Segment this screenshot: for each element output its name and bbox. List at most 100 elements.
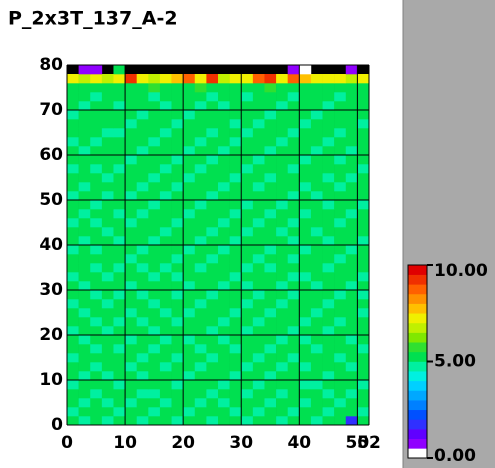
heatmap-cell xyxy=(334,290,347,300)
heatmap-cell xyxy=(322,74,335,84)
heatmap-cell xyxy=(113,209,126,219)
heatmap-cell xyxy=(334,272,347,282)
heatmap-cell xyxy=(67,200,79,210)
heatmap-cell xyxy=(101,335,114,345)
heatmap-cell xyxy=(229,290,242,300)
heatmap-cell xyxy=(148,362,161,372)
heatmap-cell xyxy=(194,398,207,408)
heatmap-cell xyxy=(252,389,265,399)
heatmap-cell xyxy=(206,146,219,156)
heatmap-cell xyxy=(241,227,254,237)
heatmap-cell xyxy=(218,92,230,102)
heatmap-cell xyxy=(299,83,312,93)
heatmap-cell xyxy=(357,74,370,84)
heatmap-cell xyxy=(334,173,347,183)
heatmap-cell xyxy=(183,335,196,345)
heatmap-cell xyxy=(345,362,358,372)
colorbar-band xyxy=(408,265,427,275)
colorbar-band xyxy=(408,274,427,285)
heatmap-cell xyxy=(218,398,230,408)
heatmap-cell xyxy=(322,299,335,309)
heatmap-cell xyxy=(171,137,184,147)
heatmap-cell xyxy=(67,128,79,138)
heatmap-cell xyxy=(357,389,370,399)
heatmap-cell xyxy=(148,128,161,138)
heatmap-cell xyxy=(101,398,114,408)
heatmap-cell xyxy=(136,74,149,84)
heatmap-cell xyxy=(357,263,370,273)
heatmap-cell xyxy=(194,101,207,111)
heatmap-cell xyxy=(194,182,207,192)
heatmap-cell xyxy=(357,299,370,309)
heatmap-cell xyxy=(357,110,370,120)
heatmap-cell xyxy=(136,101,149,111)
heatmap-cell xyxy=(252,227,265,237)
heatmap-cell xyxy=(229,362,242,372)
heatmap-cell xyxy=(276,317,288,327)
heatmap-cell xyxy=(229,389,242,399)
x-tick-label: 0 xyxy=(61,433,73,453)
colorbar-band xyxy=(408,409,427,420)
heatmap-cell xyxy=(101,254,114,264)
heatmap-cell xyxy=(334,218,347,228)
heatmap-cell xyxy=(183,119,196,129)
heatmap-cell xyxy=(90,272,103,282)
heatmap-cell xyxy=(241,317,254,327)
heatmap-cell xyxy=(276,137,288,147)
heatmap-cell xyxy=(345,407,358,417)
heatmap-cell xyxy=(125,317,137,327)
heatmap-cell xyxy=(345,389,358,399)
heatmap-cell xyxy=(252,191,265,201)
heatmap-cell xyxy=(241,164,254,174)
heatmap-cell xyxy=(218,137,230,147)
heatmap-cell xyxy=(183,128,196,138)
heatmap-cell xyxy=(218,173,230,183)
heatmap-cell xyxy=(171,335,184,345)
heatmap-cell xyxy=(310,272,323,282)
heatmap-cell xyxy=(159,245,172,255)
heatmap-cell xyxy=(159,137,172,147)
heatmap-cell xyxy=(101,308,114,318)
heatmap-cell xyxy=(287,137,300,147)
heatmap-cell xyxy=(310,398,323,408)
heatmap-cell xyxy=(78,245,91,255)
heatmap-cell xyxy=(299,101,312,111)
heatmap-cell xyxy=(194,317,207,327)
colorbar-band xyxy=(408,429,427,439)
heatmap-cell xyxy=(264,272,277,282)
heatmap-cell xyxy=(218,272,230,282)
heatmap-cell xyxy=(357,101,370,111)
heatmap-cell xyxy=(252,317,265,327)
heatmap-cell xyxy=(345,164,358,174)
heatmap-cell xyxy=(183,362,196,372)
heatmap-cell xyxy=(67,407,79,417)
heatmap-cell xyxy=(67,254,79,264)
heatmap-cell xyxy=(159,200,172,210)
heatmap-cell xyxy=(101,182,114,192)
heatmap-cell xyxy=(183,371,196,381)
colorbar-band xyxy=(408,438,427,449)
heatmap-cell xyxy=(125,389,137,399)
heatmap-cell xyxy=(67,110,79,120)
heatmap-cell xyxy=(357,164,370,174)
heatmap-cell xyxy=(241,200,254,210)
heatmap-cell xyxy=(276,218,288,228)
heatmap-cell xyxy=(229,254,242,264)
heatmap-cell xyxy=(218,335,230,345)
heatmap-cell xyxy=(241,146,254,156)
heatmap-cell xyxy=(276,173,288,183)
heatmap-cell xyxy=(67,227,79,237)
heatmap-cell xyxy=(90,92,103,102)
heatmap-cell xyxy=(194,299,207,309)
heatmap-cell xyxy=(171,281,184,291)
heatmap-cell xyxy=(345,173,358,183)
heatmap-cell xyxy=(159,128,172,138)
heatmap-cell xyxy=(241,173,254,183)
heatmap-cell xyxy=(113,173,126,183)
heatmap-cell xyxy=(276,128,288,138)
heatmap-cell xyxy=(148,317,161,327)
heatmap-cell xyxy=(287,173,300,183)
heatmap-cell xyxy=(276,254,288,264)
heatmap-cell xyxy=(90,218,103,228)
heatmap-cell xyxy=(67,245,79,255)
